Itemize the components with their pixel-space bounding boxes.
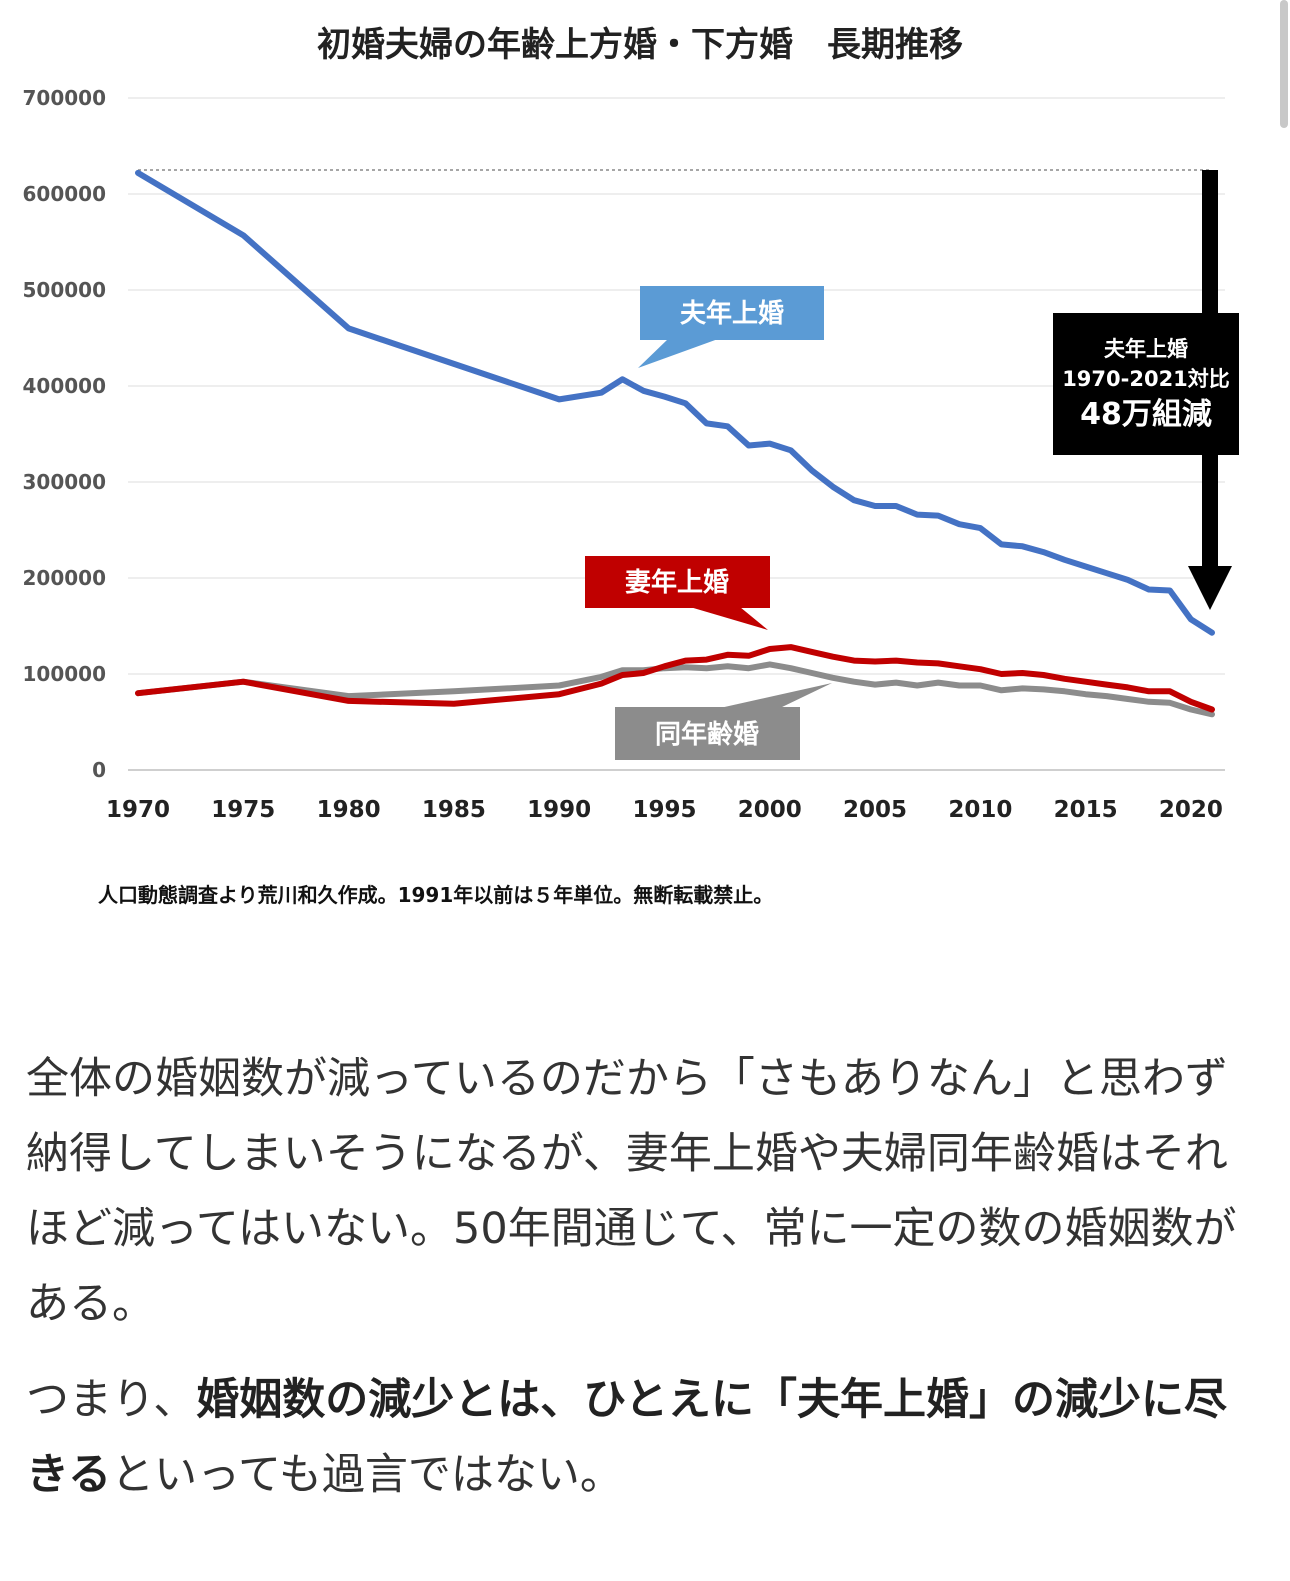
y-tick-label: 100000 <box>23 662 107 686</box>
para2-lead: つまり、 <box>26 1375 197 1425</box>
decrease-summary-box: 夫年上婚 1970-2021対比 48万組減 <box>1053 313 1239 455</box>
x-tick-label: 2020 <box>1159 797 1223 823</box>
x-tick-label: 1980 <box>317 797 381 823</box>
source-note: 人口動態調査より荒川和久作成。1991年以前は５年単位。無断転載禁止。 <box>98 883 773 907</box>
box-line1: 夫年上婚 <box>1104 337 1188 361</box>
y-tick-label: 600000 <box>23 182 107 206</box>
series-line-wife-older <box>135 644 1215 713</box>
y-tick-label: 200000 <box>23 566 107 590</box>
x-tick-label: 1990 <box>527 797 591 823</box>
x-tick-label: 2000 <box>738 797 802 823</box>
x-tick-label: 2005 <box>843 797 907 823</box>
x-tick-label: 2010 <box>948 797 1012 823</box>
x-tick-label: 1970 <box>106 797 170 823</box>
box-line3: 48万組減 <box>1080 397 1212 432</box>
callout-wife-older: 妻年上婚 <box>585 556 770 630</box>
para2-tail: といっても過言ではない。 <box>111 1450 623 1500</box>
series-line-husband-older <box>135 169 1215 636</box>
y-axis-ticks: 0 100000 200000 300000 400000 500000 600000 700… <box>23 86 107 782</box>
article-paragraph-1: 全体の婚姻数が減っているのだから「さもありなん」と思わず納得してしまいそうになる… <box>26 1054 1237 1329</box>
x-tick-label: 1975 <box>211 797 275 823</box>
y-tick-label: 300000 <box>23 470 107 494</box>
series-line-same-age <box>135 661 1215 718</box>
x-tick-label: 1985 <box>422 797 486 823</box>
y-tick-label: 400000 <box>23 374 107 398</box>
para2-bold: 婚姻数の減少とは、ひとえに「夫年上婚」の減少に尽きる <box>26 1375 1227 1500</box>
callout-wife-older-label: 妻年上婚 <box>625 567 729 598</box>
y-tick-label: 500000 <box>23 278 107 302</box>
x-tick-label: 1995 <box>632 797 696 823</box>
x-axis-ticks: 1970 1975 1980 1985 1990 1995 2000 2005 2010 2015… <box>106 797 1223 823</box>
decrease-arrow-head <box>1188 566 1232 610</box>
y-tick-label: 700000 <box>23 86 107 110</box>
callout-same-age-label: 同年齢婚 <box>655 719 759 750</box>
box-line2: 1970-2021対比 <box>1062 367 1230 391</box>
chart-series <box>135 169 1215 718</box>
scrollbar[interactable] <box>1280 0 1288 128</box>
callout-husband-older-label: 夫年上婚 <box>680 298 784 329</box>
y-tick-label: 0 <box>92 758 106 782</box>
callout-same-age: 同年齢婚 <box>615 683 832 760</box>
callout-husband-older: 夫年上婚 <box>638 286 824 368</box>
x-tick-label: 2015 <box>1054 797 1118 823</box>
chart-title: 初婚夫婦の年齢上方婚・下方婚 長期推移 <box>317 25 963 65</box>
article-paragraph-2: つまり、婚姻数の減少とは、ひとえに「夫年上婚」の減少に尽きるといっても過言ではな… <box>26 1363 1256 1513</box>
chart: 初婚夫婦の年齢上方婚・下方婚 長期推移 0 100000 200000 300000 4… <box>23 25 1239 907</box>
